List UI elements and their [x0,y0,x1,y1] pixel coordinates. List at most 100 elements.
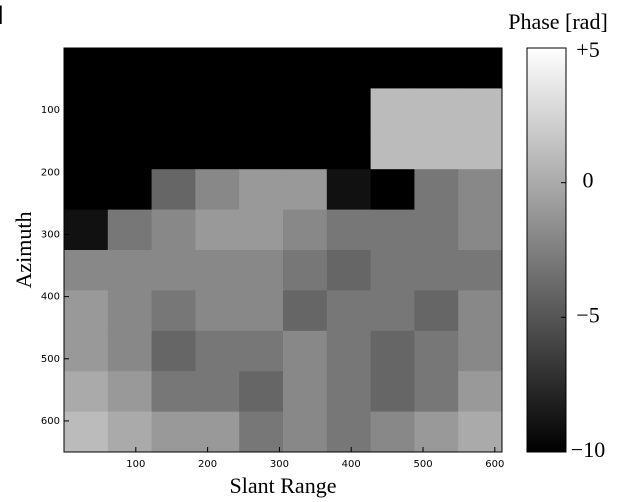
heatmap-cell [239,48,283,89]
heatmap-cell [283,48,327,89]
heatmap-cell [283,250,327,291]
heatmap-cell [414,129,458,170]
heatmap-cell [371,412,415,453]
heatmap-cell [195,88,239,129]
heatmap-cell [239,371,283,412]
heatmap-cell [458,290,502,331]
heatmap-cell [327,169,371,210]
heatmap-cell [371,371,415,412]
heatmap-cell [414,210,458,251]
heatmap-cell [327,88,371,129]
heatmap-cell [458,250,502,291]
y-tick-label: 500 [41,354,60,365]
x-tick-label: 400 [342,459,361,470]
y-tick-label: 100 [41,105,60,116]
heatmap-cell [458,48,502,89]
heatmap-cell [152,169,196,210]
heatmap-cell [195,210,239,251]
heatmap-cell [414,331,458,372]
heatmap-cell [327,250,371,291]
heatmap-cell [64,129,108,170]
heatmap-cell [371,331,415,372]
heatmap-cell [239,210,283,251]
heatmap-cell [195,412,239,453]
heatmap-cell [195,371,239,412]
heatmap-cell [327,129,371,170]
heatmap-cell [283,169,327,210]
y-tick-label: 300 [41,229,60,240]
heatmap-cell [327,371,371,412]
y-tick-label: 200 [41,167,60,178]
colorbar-tick-label: 0 [583,168,594,193]
heatmap-cell [64,290,108,331]
heatmap-cell [458,371,502,412]
colorbar-tick-label: −10 [571,437,605,462]
heatmap-cell [458,88,502,129]
heatmap-cell [239,88,283,129]
heatmap-cell [152,210,196,251]
heatmap-cell [371,129,415,170]
heatmap-cell [64,371,108,412]
heatmap-cell [371,290,415,331]
heatmap-cell [108,210,152,251]
heatmap-cell [195,48,239,89]
heatmap-cell [283,210,327,251]
heatmap-cell [414,371,458,412]
heatmap-cell [64,331,108,372]
heatmap-cell [371,169,415,210]
heatmap-cell [152,88,196,129]
corner-text: ] [0,1,3,26]
heatmap-cell [371,210,415,251]
heatmap-cell [283,88,327,129]
heatmap-cell [458,210,502,251]
x-tick-label: 300 [270,459,289,470]
heatmap-cell [414,250,458,291]
heatmap-cell [283,129,327,170]
heatmap-cell [283,412,327,453]
y-axis-label: Azimuth [11,212,36,289]
heatmap-cell [239,331,283,372]
heatmap-cell [64,250,108,291]
heatmap-cell [458,412,502,453]
heatmap [64,48,503,453]
heatmap-cell [64,88,108,129]
heatmap-cell [327,290,371,331]
heatmap-cell [195,169,239,210]
heatmap-cell [108,169,152,210]
heatmap-cell [327,210,371,251]
y-tick-label: 400 [41,292,60,303]
heatmap-cell [195,331,239,372]
heatmap-cell [371,48,415,89]
heatmap-cell [414,412,458,453]
colorbar-tick-label: −5 [576,302,599,327]
heatmap-cell [64,412,108,453]
heatmap-cell [283,331,327,372]
heatmap-cell [108,48,152,89]
heatmap-cell [371,88,415,129]
chart: ] Phase [rad] Slant Range Azimuth 100 200… [0,0,621,502]
heatmap-cell [239,129,283,170]
heatmap-cell [152,129,196,170]
heatmap-cell [458,331,502,372]
heatmap-cell [152,371,196,412]
colorbar-label: Phase [rad] [508,9,608,34]
heatmap-cell [152,290,196,331]
heatmap-cell [239,169,283,210]
heatmap-cell [327,412,371,453]
heatmap-cell [414,88,458,129]
heatmap-cell [152,331,196,372]
x-tick-label: 600 [485,459,504,470]
heatmap-cell [239,290,283,331]
heatmap-cell [195,250,239,291]
x-tick-label: 100 [126,459,145,470]
x-axis-label: Slant Range [230,473,337,498]
heatmap-cell [458,169,502,210]
colorbar-tick-label: +5 [576,37,599,62]
heatmap-cell [195,129,239,170]
heatmap-cell [108,290,152,331]
x-tick-label: 500 [413,459,432,470]
heatmap-cell [283,290,327,331]
heatmap-cell [327,48,371,89]
heatmap-cell [414,48,458,89]
heatmap-cell [108,331,152,372]
